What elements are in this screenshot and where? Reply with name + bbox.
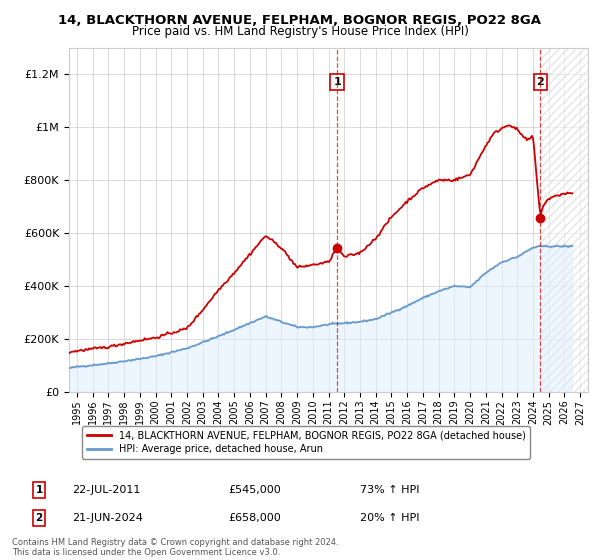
- Text: Contains HM Land Registry data © Crown copyright and database right 2024.
This d: Contains HM Land Registry data © Crown c…: [12, 538, 338, 557]
- Text: 1: 1: [333, 77, 341, 87]
- Text: Price paid vs. HM Land Registry's House Price Index (HPI): Price paid vs. HM Land Registry's House …: [131, 25, 469, 38]
- Text: 2: 2: [35, 513, 43, 523]
- Text: 73% ↑ HPI: 73% ↑ HPI: [360, 485, 419, 495]
- Text: £545,000: £545,000: [228, 485, 281, 495]
- Text: 14, BLACKTHORN AVENUE, FELPHAM, BOGNOR REGIS, PO22 8GA: 14, BLACKTHORN AVENUE, FELPHAM, BOGNOR R…: [59, 14, 542, 27]
- Legend: 14, BLACKTHORN AVENUE, FELPHAM, BOGNOR REGIS, PO22 8GA (detached house), HPI: Av: 14, BLACKTHORN AVENUE, FELPHAM, BOGNOR R…: [82, 426, 530, 459]
- Text: 1: 1: [35, 485, 43, 495]
- Text: 20% ↑ HPI: 20% ↑ HPI: [360, 513, 419, 523]
- Text: 21-JUN-2024: 21-JUN-2024: [72, 513, 143, 523]
- Text: 22-JUL-2011: 22-JUL-2011: [72, 485, 140, 495]
- Text: 2: 2: [536, 77, 544, 87]
- Text: £658,000: £658,000: [228, 513, 281, 523]
